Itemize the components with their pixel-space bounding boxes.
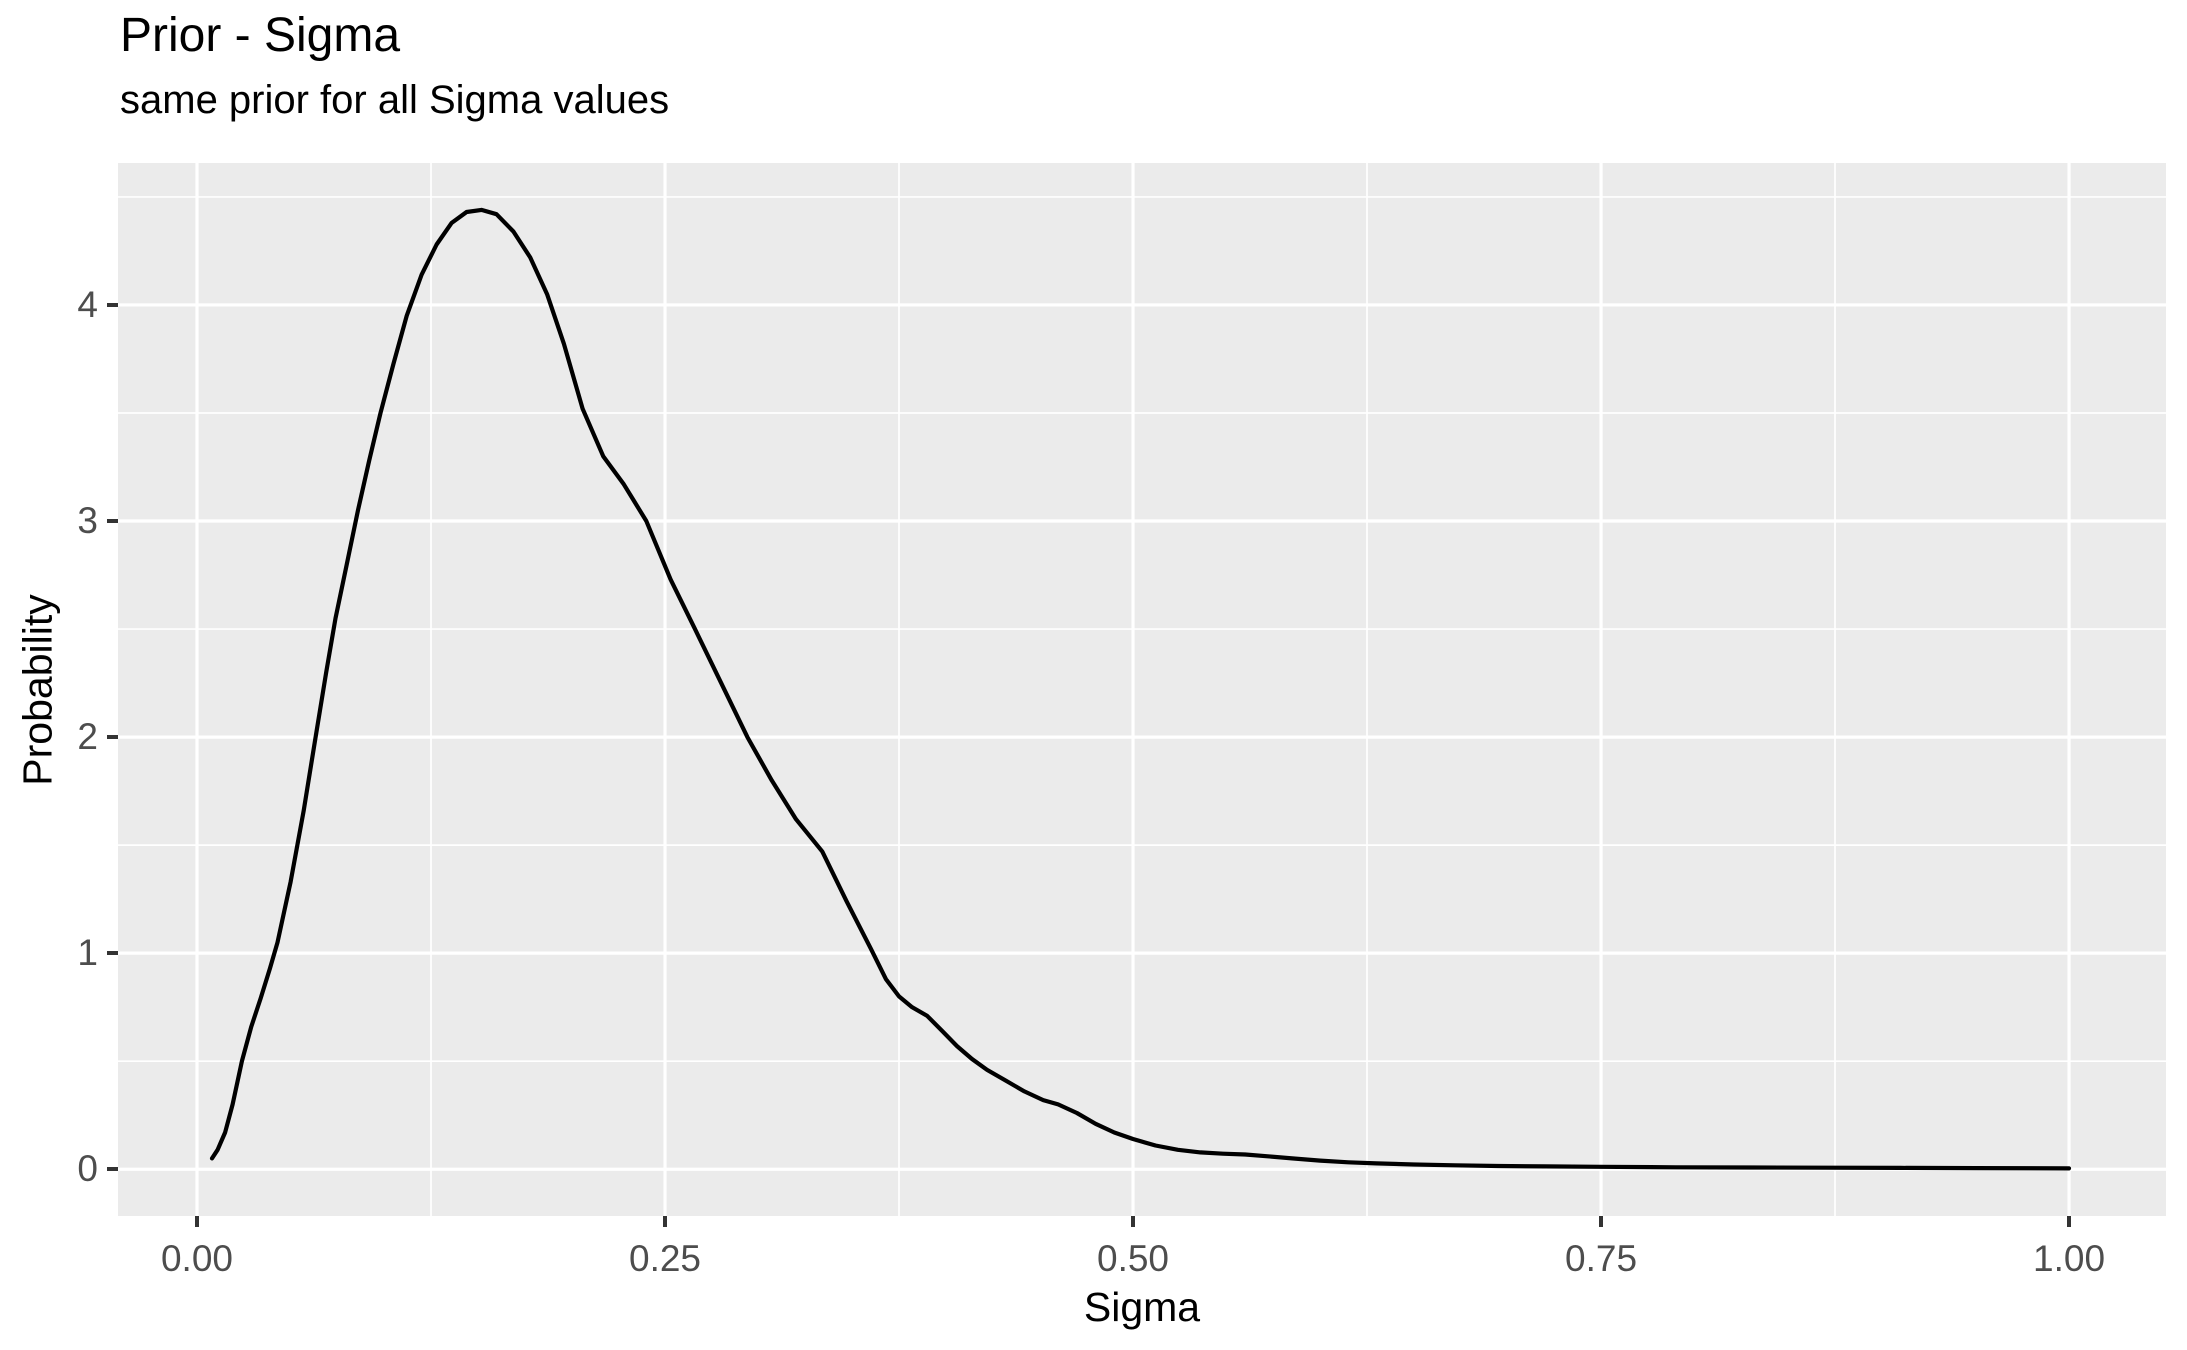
y-axis-tick-label: 2 bbox=[77, 716, 98, 758]
y-axis-title: Probability bbox=[14, 594, 61, 786]
y-axis-tick-label: 3 bbox=[77, 500, 98, 542]
y-tick-mark bbox=[107, 519, 118, 524]
y-tick-mark bbox=[107, 302, 118, 307]
chart-canvas bbox=[118, 163, 2166, 1216]
x-axis-tick-label: 1.00 bbox=[2033, 1238, 2106, 1279]
curve-layer bbox=[209, 207, 2072, 1171]
x-tick-mark bbox=[1131, 1216, 1135, 1227]
x-axis-tick-label: 0.00 bbox=[160, 1238, 233, 1279]
prior-density-curve bbox=[209, 207, 2072, 1171]
x-tick-mark bbox=[663, 1216, 667, 1227]
x-axis-tick-label: 0.25 bbox=[628, 1238, 702, 1279]
y-tick-mark bbox=[107, 1167, 118, 1172]
y-axis-tick-label: 1 bbox=[77, 932, 98, 974]
plot-subtitle: same prior for all Sigma values bbox=[120, 78, 670, 122]
minor-gridlines bbox=[118, 163, 2166, 1216]
y-axis-tick-label: 4 bbox=[77, 283, 98, 325]
y-tick-mark bbox=[107, 951, 118, 956]
x-axis-tick-label: 0.75 bbox=[1565, 1238, 1638, 1279]
y-tick-mark bbox=[107, 735, 118, 740]
x-tick-mark bbox=[194, 1216, 199, 1227]
plot-title: Prior - Sigma bbox=[120, 9, 401, 62]
x-tick-mark bbox=[1599, 1216, 1604, 1227]
x-axis-tick-label: 0.50 bbox=[1096, 1238, 1170, 1279]
y-axis-tick-label: 0 bbox=[77, 1148, 98, 1190]
x-tick-mark bbox=[2067, 1216, 2072, 1227]
plot-panel bbox=[118, 163, 2166, 1216]
x-axis-title: Sigma bbox=[1083, 1284, 1201, 1330]
major-gridlines bbox=[118, 163, 2166, 1216]
